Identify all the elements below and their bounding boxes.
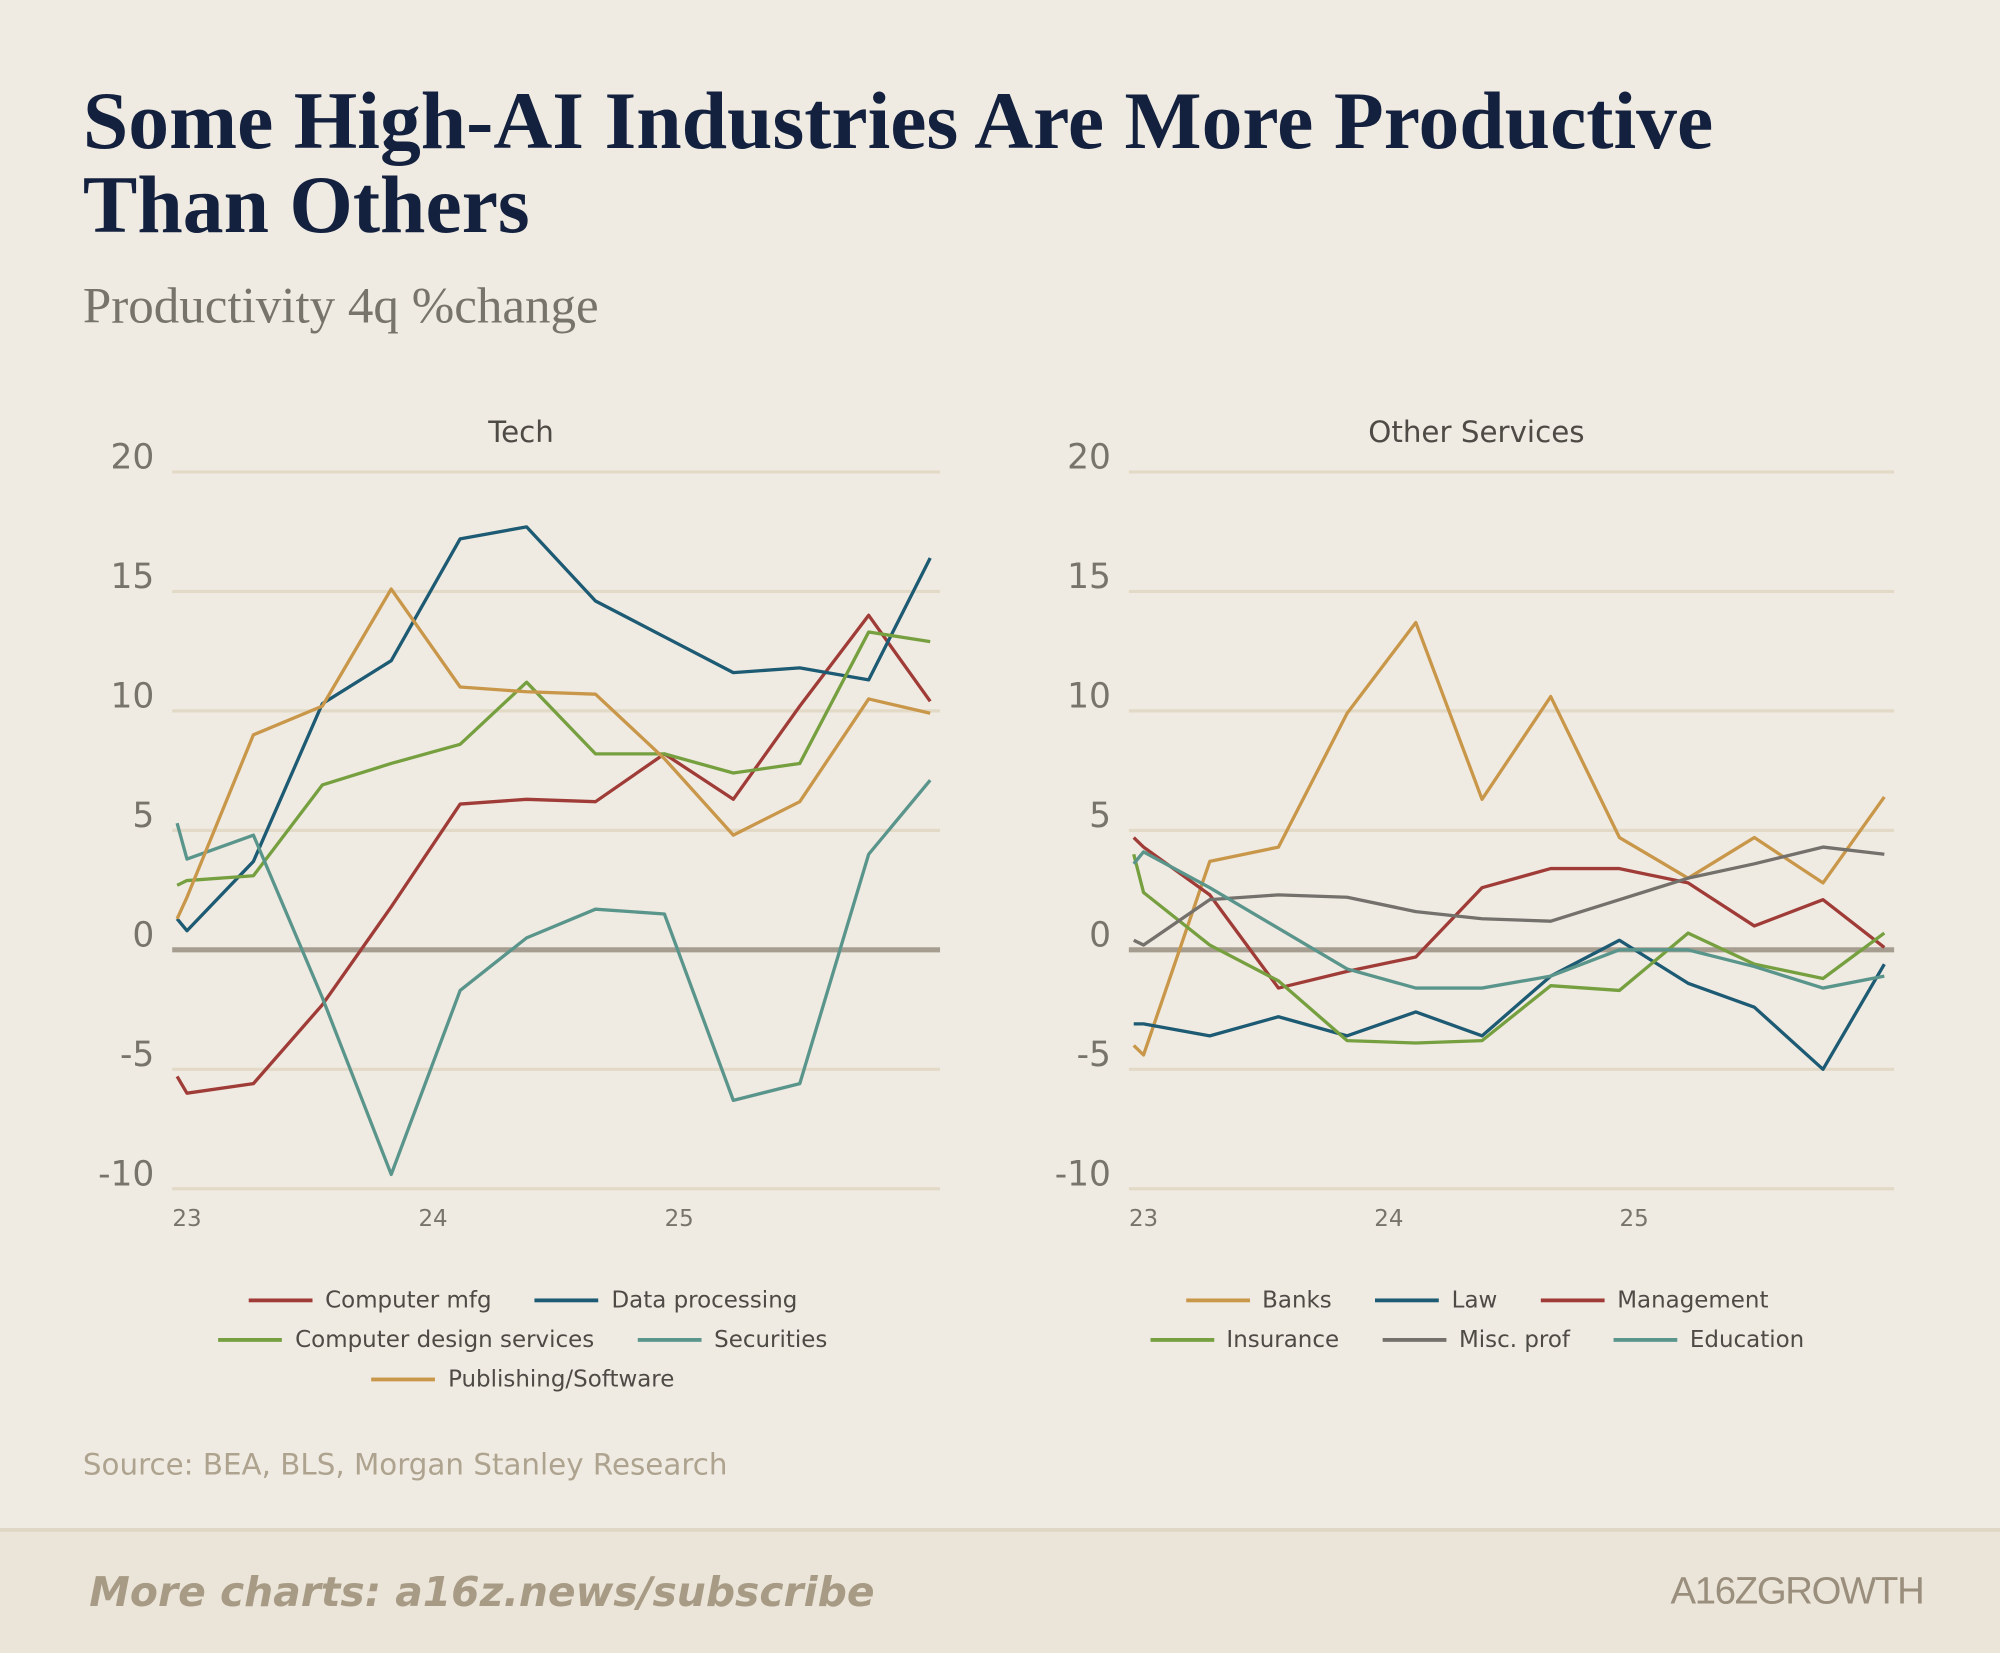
legend-swatch [1382, 1338, 1447, 1342]
legend: Banks Law Management Insurance Misc. prof Edu… [1120, 1286, 1834, 1355]
line-series [175, 587, 931, 920]
line-series [1133, 938, 1886, 1071]
legend-swatch [637, 1338, 702, 1342]
y-tick-label: 10 [111, 677, 155, 717]
legend-swatch [218, 1338, 283, 1342]
legend-swatch [248, 1298, 313, 1303]
legend-swatch [1540, 1298, 1605, 1303]
legend-swatch [1613, 1338, 1678, 1342]
line-series [1132, 850, 1885, 990]
legend-swatch [1149, 1338, 1214, 1342]
y-tick-label: -5 [1077, 1035, 1111, 1075]
y-tick-label: 5 [1089, 796, 1111, 836]
legend-item: Computer design services [218, 1325, 595, 1354]
legend-item: Education [1613, 1325, 1804, 1354]
legend-item: Management [1540, 1286, 1769, 1315]
legend-item: Law [1375, 1286, 1497, 1315]
legend-swatch [1375, 1298, 1439, 1303]
legend-item: Banks [1185, 1286, 1332, 1315]
y-tick-label: 15 [111, 557, 155, 597]
line-series [176, 630, 931, 887]
legend-label: Law [1451, 1286, 1498, 1314]
x-tick-label: 24 [418, 1206, 447, 1232]
y-tick-label: 20 [111, 438, 155, 478]
legend-label: Misc. prof [1458, 1326, 1570, 1354]
chart-title: Tech [487, 415, 554, 449]
line-series [175, 779, 932, 1177]
legend-item: Misc. prof [1382, 1325, 1570, 1354]
footer-link[interactable]: More charts: a16z.news/subscribe [89, 1567, 875, 1617]
x-tick-label: 23 [172, 1206, 201, 1232]
legend-label: Computer mfg [325, 1286, 492, 1314]
x-tick-label: 24 [1374, 1206, 1403, 1232]
y-tick-label: 5 [132, 796, 154, 836]
source-note: Source: BEA, BLS, Morgan Stanley Researc… [82, 1448, 728, 1483]
logo: A16ZGROWTH [1670, 1570, 1924, 1613]
y-tick-label: 10 [1067, 677, 1111, 717]
y-tick-label: 20 [1067, 438, 1111, 478]
legend-item: Computer mfg [248, 1286, 492, 1315]
legend: Computer mfg Data processing Computer desi… [179, 1286, 868, 1394]
legend-label: Insurance [1226, 1326, 1340, 1354]
x-tick-label: 25 [665, 1206, 694, 1232]
chart-title: Other Services [1368, 415, 1584, 449]
legend-label: Publishing/Software [448, 1366, 675, 1393]
y-tick-label: 0 [1089, 916, 1111, 956]
legend-swatch [1185, 1298, 1250, 1303]
y-tick-label: 0 [132, 916, 154, 956]
legend-swatch [534, 1298, 599, 1303]
y-tick-label: 15 [1067, 557, 1111, 597]
legend-item: Data processing [534, 1286, 798, 1315]
line-series [1132, 836, 1886, 990]
x-tick-label: 25 [1620, 1206, 1649, 1232]
chart-panel: Tech -10 -5 0 5 10 15 20 23 24 25 [98, 415, 941, 1232]
legend-item: Publishing/Software [371, 1365, 675, 1394]
y-tick-label: -10 [98, 1155, 154, 1195]
line-series [175, 525, 932, 933]
line-series [1132, 853, 1886, 1045]
line-series [1133, 845, 1885, 947]
y-tick-label: -5 [120, 1035, 154, 1075]
legend-label: Banks [1262, 1286, 1332, 1314]
legend-label: Education [1689, 1326, 1805, 1354]
legend-label: Data processing [611, 1286, 798, 1314]
y-tick-label: -10 [1055, 1155, 1111, 1195]
legend-label: Computer design services [295, 1326, 595, 1354]
footer: More charts: a16z.news/subscribe A16ZGRO… [0, 1528, 2000, 1653]
x-tick-label: 23 [1129, 1206, 1158, 1232]
legend-label: Securities [714, 1326, 828, 1354]
line-series [1132, 620, 1886, 1057]
legend-item: Insurance [1149, 1325, 1340, 1354]
legend-item: Securities [637, 1325, 828, 1354]
legend-swatch [371, 1377, 436, 1382]
title: Some High-AI Industries Are More Product… [82, 75, 1714, 250]
subtitle: Productivity 4q %change [82, 276, 599, 335]
chart-panel: Other Services -10 -5 0 5 10 15 20 23 24 25 [1055, 415, 1895, 1232]
line-series [175, 613, 932, 1095]
legend-label: Management [1617, 1286, 1769, 1314]
